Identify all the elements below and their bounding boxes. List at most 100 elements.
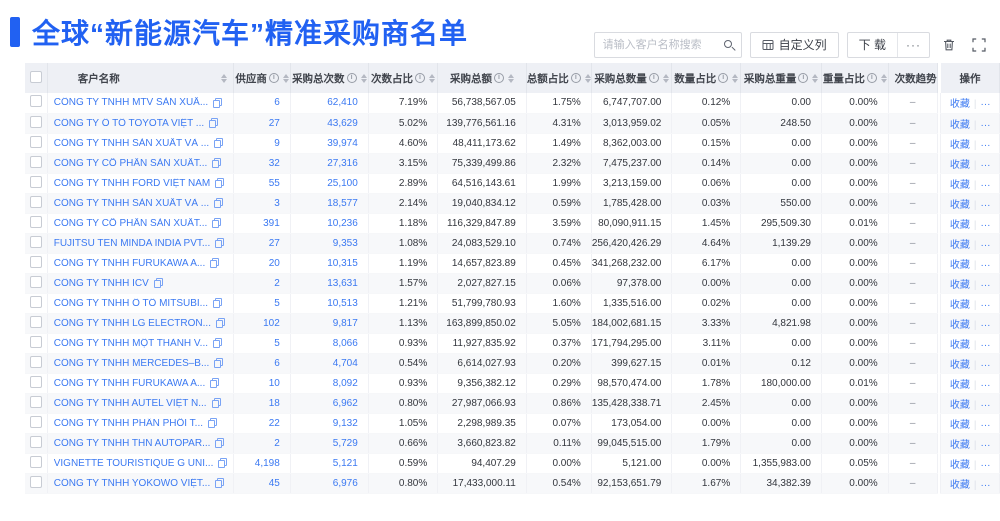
copy-icon[interactable] bbox=[213, 338, 223, 348]
column-header-qty_pct[interactable]: 数量占比 i bbox=[671, 63, 742, 93]
copy-icon[interactable] bbox=[153, 278, 163, 288]
info-icon[interactable]: i bbox=[268, 73, 279, 83]
more-options-button[interactable]: ··· bbox=[897, 32, 929, 57]
company-name-link[interactable]: CÔNG TY TNHH FORD VIỆT NAM bbox=[53, 177, 211, 189]
row-more-actions-link[interactable]: ··· bbox=[980, 359, 991, 371]
row-checkbox[interactable] bbox=[29, 235, 42, 248]
row-more-actions-link[interactable]: ··· bbox=[980, 439, 991, 451]
row-more-actions-link[interactable]: ··· bbox=[980, 99, 991, 111]
row-checkbox[interactable] bbox=[29, 415, 42, 428]
row-checkbox[interactable] bbox=[29, 155, 42, 168]
info-icon[interactable]: i bbox=[346, 73, 357, 83]
copy-icon[interactable] bbox=[215, 478, 225, 488]
copy-icon[interactable] bbox=[210, 258, 220, 268]
row-more-actions-link[interactable]: ··· bbox=[980, 179, 991, 191]
company-name-link[interactable]: FUJITSU TEN MINDA INDIA PVT... bbox=[53, 237, 211, 249]
column-header-supplier[interactable]: 供应商 i bbox=[233, 63, 291, 93]
row-more-actions-link[interactable]: ··· bbox=[980, 319, 991, 331]
row-more-actions-link[interactable]: ··· bbox=[980, 479, 991, 491]
row-more-actions-link[interactable]: ··· bbox=[980, 159, 991, 171]
sort-icon[interactable] bbox=[584, 73, 591, 83]
favorite-link[interactable]: 收藏 bbox=[949, 359, 970, 371]
favorite-link[interactable]: 收藏 bbox=[949, 259, 970, 271]
sort-icon[interactable] bbox=[360, 73, 367, 83]
row-more-actions-link[interactable]: ··· bbox=[980, 259, 991, 271]
copy-icon[interactable] bbox=[209, 118, 219, 128]
favorite-link[interactable]: 收藏 bbox=[949, 439, 970, 451]
row-more-actions-link[interactable]: ··· bbox=[980, 459, 991, 471]
copy-icon[interactable] bbox=[214, 198, 224, 208]
copy-icon[interactable] bbox=[214, 138, 224, 148]
favorite-link[interactable]: 收藏 bbox=[949, 179, 970, 191]
company-name-link[interactable]: CÔNG TY CỔ PHẦN SẢN XUẤT... bbox=[53, 157, 208, 169]
download-button[interactable]: 下 载 bbox=[858, 38, 886, 52]
row-more-actions-link[interactable]: ··· bbox=[980, 419, 991, 431]
column-header-weight[interactable]: 采购总重量 i bbox=[740, 63, 822, 93]
favorite-link[interactable]: 收藏 bbox=[949, 119, 970, 131]
company-name-link[interactable]: CÔNG TY TNHH THN AUTOPAR... bbox=[53, 437, 211, 449]
sort-icon[interactable] bbox=[732, 73, 739, 83]
favorite-link[interactable]: 收藏 bbox=[949, 199, 970, 211]
row-more-actions-link[interactable]: ··· bbox=[980, 239, 991, 251]
search-input[interactable] bbox=[594, 32, 741, 57]
row-checkbox[interactable] bbox=[29, 215, 42, 228]
favorite-link[interactable]: 收藏 bbox=[949, 139, 970, 151]
copy-icon[interactable] bbox=[215, 438, 225, 448]
copy-icon[interactable] bbox=[213, 298, 222, 308]
copy-icon[interactable] bbox=[214, 358, 224, 368]
company-name-link[interactable]: VIGNETTE TOURISTIQUE G UNI... bbox=[53, 457, 214, 469]
sort-icon[interactable] bbox=[812, 73, 819, 83]
copy-icon[interactable] bbox=[218, 458, 228, 468]
sort-icon[interactable] bbox=[429, 73, 436, 83]
favorite-link[interactable]: 收藏 bbox=[949, 379, 970, 391]
favorite-link[interactable]: 收藏 bbox=[949, 279, 970, 291]
column-header-quantity[interactable]: 采购总数量 i bbox=[591, 63, 673, 93]
row-checkbox[interactable] bbox=[29, 275, 42, 288]
info-icon[interactable]: i bbox=[570, 73, 581, 83]
company-name-link[interactable]: CÔNG TY TNHH FURUKAWA A... bbox=[53, 377, 206, 389]
row-more-actions-link[interactable]: ··· bbox=[980, 119, 991, 131]
row-more-actions-link[interactable]: ··· bbox=[980, 379, 991, 391]
favorite-link[interactable]: 收藏 bbox=[949, 159, 970, 171]
sort-icon[interactable] bbox=[880, 73, 887, 83]
info-icon[interactable]: i bbox=[494, 73, 505, 83]
row-checkbox[interactable] bbox=[29, 95, 42, 108]
company-name-link[interactable]: CÔNG TY CỔ PHẦN SẢN XUẤT... bbox=[53, 217, 208, 229]
company-name-link[interactable]: CÔNG TY TNHH SẢN XUẤT VÀ ... bbox=[53, 137, 210, 149]
copy-icon[interactable] bbox=[215, 178, 225, 188]
favorite-link[interactable]: 收藏 bbox=[949, 459, 970, 471]
row-checkbox[interactable] bbox=[29, 455, 42, 468]
sort-icon[interactable] bbox=[221, 73, 228, 83]
select-all-checkbox[interactable] bbox=[29, 70, 42, 83]
row-checkbox[interactable] bbox=[29, 195, 42, 208]
row-checkbox[interactable] bbox=[29, 475, 42, 488]
copy-icon[interactable] bbox=[213, 97, 223, 108]
row-checkbox[interactable] bbox=[29, 315, 42, 328]
company-name-link[interactable]: CÔNG TY TNHH LG ELECTRON... bbox=[53, 317, 211, 329]
row-more-actions-link[interactable]: ··· bbox=[980, 399, 991, 411]
copy-icon[interactable] bbox=[215, 238, 225, 248]
info-icon[interactable]: i bbox=[648, 73, 659, 83]
row-checkbox[interactable] bbox=[29, 255, 42, 268]
column-header-count_pct[interactable]: 次数占比 i bbox=[368, 63, 439, 93]
favorite-link[interactable]: 收藏 bbox=[949, 399, 970, 411]
company-name-link[interactable]: CÔNG TY Ô TÔ TOYOTA VIỆT ... bbox=[53, 117, 205, 129]
column-header-weight_pct[interactable]: 重量占比 i bbox=[821, 63, 889, 93]
company-name-link[interactable]: CÔNG TY TNHH PHÂN PHỐI T... bbox=[53, 417, 204, 429]
copy-icon[interactable] bbox=[212, 218, 222, 228]
column-header-amount[interactable]: 采购总额 i bbox=[437, 63, 527, 93]
company-name-link[interactable]: CÔNG TY TNHH ICV bbox=[53, 277, 149, 289]
favorite-link[interactable]: 收藏 bbox=[949, 339, 970, 351]
sort-icon[interactable] bbox=[282, 73, 289, 83]
info-icon[interactable]: i bbox=[866, 73, 877, 83]
column-header-name[interactable]: 客户名称 bbox=[47, 63, 235, 93]
row-checkbox[interactable] bbox=[29, 375, 42, 388]
row-checkbox[interactable] bbox=[29, 355, 42, 368]
column-header-purchases[interactable]: 采购总次数 i bbox=[290, 63, 369, 93]
favorite-link[interactable]: 收藏 bbox=[949, 319, 970, 331]
favorite-link[interactable]: 收藏 bbox=[949, 299, 970, 311]
favorite-link[interactable]: 收藏 bbox=[949, 419, 970, 431]
row-more-actions-link[interactable]: ··· bbox=[980, 339, 991, 351]
company-name-link[interactable]: CÔNG TY TNHH AUTEL VIỆT N... bbox=[53, 397, 207, 409]
sort-icon[interactable] bbox=[508, 73, 515, 83]
